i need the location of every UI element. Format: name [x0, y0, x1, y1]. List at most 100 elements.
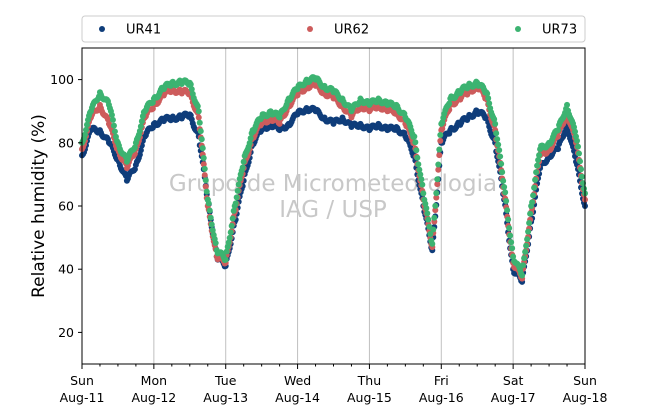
- data-point-interp: [227, 229, 234, 236]
- y-tick-label: 60: [58, 199, 74, 214]
- data-point-interp: [506, 225, 513, 232]
- legend-marker-UR41: [99, 26, 105, 32]
- data-point-interp: [491, 116, 498, 123]
- data-point-interp: [437, 131, 444, 138]
- data-point-interp: [81, 131, 88, 138]
- data-point: [420, 190, 427, 197]
- legend-label-UR62: UR62: [334, 23, 369, 38]
- x-tick-label-day: Thu: [357, 373, 381, 388]
- data-point-interp: [425, 216, 432, 223]
- x-tick-label-date: Aug-12: [131, 390, 176, 405]
- data-point: [411, 133, 418, 140]
- data-point-interp: [433, 190, 440, 197]
- data-point-interp: [414, 154, 421, 161]
- data-point-interp: [535, 156, 542, 163]
- data-point-interp: [575, 143, 582, 150]
- data-point-interp: [235, 181, 242, 188]
- legend-marker-UR62: [307, 26, 313, 32]
- x-tick-label-day: Tue: [214, 373, 237, 388]
- data-point-interp: [202, 177, 209, 184]
- data-point-interp: [497, 153, 504, 160]
- x-tick-label-date: Aug-14: [275, 390, 320, 405]
- y-tick-label: 100: [50, 72, 74, 87]
- data-point-interp: [529, 199, 536, 206]
- data-point-interp: [188, 86, 195, 93]
- data-point-interp: [485, 95, 492, 102]
- data-point-interp: [427, 230, 434, 237]
- data-point-interp: [571, 124, 578, 131]
- data-point-interp: [495, 141, 502, 148]
- data-point-interp: [198, 136, 205, 143]
- data-point-interp: [228, 222, 235, 229]
- data-point-interp: [417, 171, 424, 178]
- data-point-interp: [522, 248, 529, 255]
- data-point-interp: [424, 210, 431, 217]
- data-point-interp: [131, 144, 138, 151]
- data-point-interp: [576, 150, 583, 157]
- data-point-interp: [433, 194, 440, 201]
- data-point-interp: [197, 128, 204, 135]
- data-point-interp: [578, 166, 585, 173]
- data-point-interp: [205, 200, 212, 207]
- data-point-interp: [187, 81, 194, 88]
- data-point: [555, 146, 562, 153]
- data-point-interp: [413, 147, 420, 154]
- data-point-interp: [137, 123, 144, 130]
- data-point-interp: [534, 162, 541, 169]
- data-point-interp: [486, 100, 493, 107]
- y-axis-title: Relative humidity (%): [29, 114, 49, 298]
- data-point-interp: [206, 207, 213, 214]
- data-point-interp: [212, 240, 219, 247]
- x-tick-label-day: Sun: [70, 373, 94, 388]
- data-point-interp: [532, 176, 539, 183]
- legend: UR41 UR62 UR73: [81, 15, 586, 43]
- x-tick-label-day: Mon: [141, 373, 167, 388]
- data-point-interp: [430, 226, 437, 233]
- data-point-interp: [239, 164, 246, 171]
- data-point-interp: [577, 158, 584, 165]
- data-point: [195, 108, 202, 115]
- data-point-interp: [504, 207, 511, 214]
- watermark-line-2: IAG / USP: [279, 197, 387, 223]
- data-point-interp: [246, 139, 253, 146]
- data-series: [79, 74, 588, 285]
- data-point-interp: [234, 187, 241, 194]
- legend-label-UR41: UR41: [126, 23, 161, 38]
- x-tick-label-date: Aug-18: [563, 390, 608, 405]
- data-point-interp: [509, 245, 516, 252]
- legend-label-UR73: UR73: [542, 23, 577, 38]
- x-tick-label-date: Aug-13: [203, 390, 248, 405]
- data-point-interp: [200, 154, 207, 161]
- watermark-line-1: Grupo de Micrometeorologia: [169, 171, 497, 197]
- data-point-interp: [226, 234, 233, 241]
- data-point-interp: [525, 228, 532, 235]
- data-point: [276, 120, 283, 127]
- y-tick-label: 80: [58, 135, 74, 150]
- y-tick-label: 20: [58, 325, 74, 340]
- data-point-interp: [137, 147, 144, 154]
- data-point-interp: [435, 166, 442, 173]
- data-point-interp: [199, 145, 206, 152]
- data-point-interp: [109, 116, 116, 123]
- data-point-interp: [431, 214, 438, 221]
- data-point-interp: [207, 214, 214, 221]
- data-point-interp: [500, 177, 507, 184]
- data-point-interp: [508, 239, 515, 246]
- data-point-interp: [200, 161, 207, 168]
- data-point-interp: [82, 126, 89, 133]
- data-point-interp: [496, 147, 503, 154]
- data-point-interp: [520, 262, 527, 269]
- legend-box: [81, 15, 586, 43]
- data-point-interp: [572, 128, 579, 135]
- data-point: [276, 114, 283, 121]
- data-point-interp: [419, 181, 426, 188]
- data-point-interp: [230, 207, 237, 214]
- data-point: [564, 101, 571, 108]
- data-point-interp: [494, 136, 501, 143]
- y-tick-label: 40: [58, 262, 74, 277]
- data-point-interp: [223, 248, 230, 255]
- data-point-interp: [203, 188, 210, 195]
- data-point-interp: [536, 152, 543, 159]
- x-tick-label-date: Aug-17: [491, 390, 536, 405]
- x-tick-label-date: Aug-11: [60, 390, 105, 405]
